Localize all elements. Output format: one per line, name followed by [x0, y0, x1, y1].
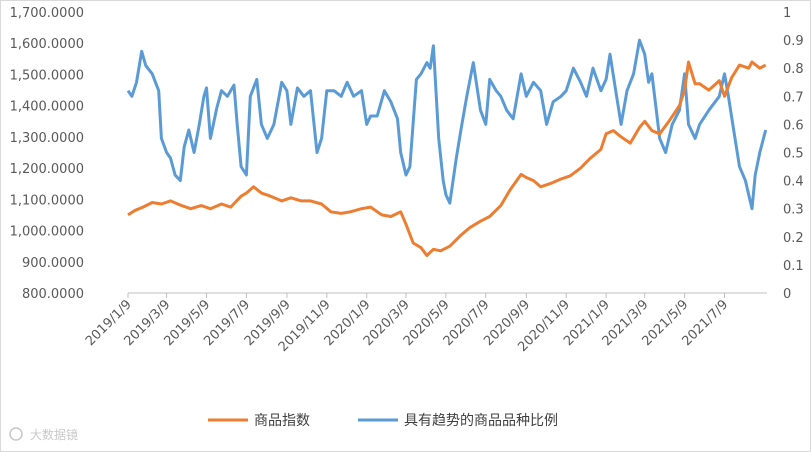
- y-right-tick-label: 0.9: [783, 34, 804, 49]
- legend-label-1: 具有趋势的商品品种比例: [404, 413, 558, 429]
- y-left-tick-label: 1,000.0000: [10, 225, 84, 240]
- y-left-tick-label: 1,600.0000: [10, 37, 84, 52]
- legend-label-0: 商品指数: [254, 413, 310, 429]
- y-axis-right: 0 0.1 0.2 0.3 0.4 0.5 0.6 0.7 0.8 0.9 1: [783, 6, 804, 302]
- y-right-tick-label: 0.6: [783, 118, 804, 133]
- y-left-tick-label: 800.0000: [22, 287, 84, 302]
- y-right-tick-label: 0: [783, 287, 791, 302]
- series-line-0: [127, 60, 767, 257]
- y-right-tick-label: 0.7: [783, 90, 804, 105]
- y-right-tick-label: 0.3: [783, 203, 804, 218]
- y-left-tick-label: 1,700.0000: [10, 6, 84, 21]
- legend: 商品指数 具有趋势的商品品种比例: [208, 413, 558, 429]
- y-left-tick-label: 1,500.0000: [10, 68, 84, 83]
- y-right-tick-label: 0.8: [783, 62, 804, 77]
- y-right-tick-label: 1: [783, 6, 791, 21]
- y-left-tick-label: 1,400.0000: [10, 100, 84, 115]
- series-line-1: [126, 38, 768, 211]
- y-right-tick-label: 0.2: [783, 231, 804, 246]
- watermark-logo-icon: [9, 427, 23, 441]
- y-left-tick-label: 900.0000: [22, 256, 84, 271]
- y-right-tick-label: 0.4: [783, 175, 804, 190]
- plot-area: [126, 38, 768, 257]
- watermark-text: 大数据镜: [30, 427, 78, 442]
- y-left-tick-label: 1,200.0000: [10, 162, 84, 177]
- watermark: 大数据镜: [9, 427, 78, 442]
- y-axis-left: 800.0000 900.0000 1,000.0000 1,100.0000 1,20…: [10, 6, 84, 302]
- y-left-tick-label: 1,300.0000: [10, 131, 84, 146]
- y-left-tick-label: 1,100.0000: [10, 193, 84, 208]
- y-right-tick-label: 0.5: [783, 147, 804, 162]
- y-right-tick-label: 0.1: [783, 259, 804, 274]
